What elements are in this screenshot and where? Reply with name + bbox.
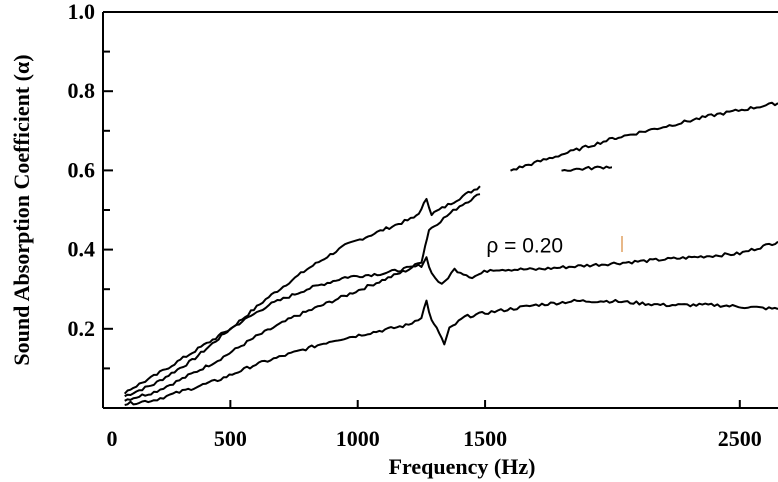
y-tick-label: 0.6	[68, 157, 96, 182]
x-tick-label: 500	[214, 426, 247, 451]
density-annotation: ρ = 0.20	[486, 235, 563, 258]
x-tick-label: 1000	[336, 426, 380, 451]
y-tick-label: 1.0	[68, 0, 96, 24]
y-tick-label: 0.4	[68, 237, 96, 262]
y-axis-ticks: 0.2 0.4 0.6 0.8 1.0	[68, 0, 113, 370]
x-tick-label: 0	[107, 426, 118, 451]
y-tick-label: 0.2	[68, 316, 96, 341]
annotation-background	[612, 140, 778, 230]
x-axis-ticks: 0 500 1000 1500 2500	[107, 400, 762, 451]
y-axis-title: Sound Absorption Coefficient (α)	[9, 54, 34, 365]
x-tick-label: 1500	[463, 426, 507, 451]
x-tick-label: 2500	[718, 426, 762, 451]
series-group	[123, 101, 778, 406]
series-line-5	[510, 101, 778, 172]
series-line-1	[124, 185, 481, 398]
series-line-2	[124, 193, 481, 402]
x-axis-title: Frequency (Hz)	[389, 454, 536, 479]
y-tick-label: 0.8	[68, 78, 96, 103]
series-line-3	[123, 240, 778, 395]
series-line-4	[124, 298, 778, 406]
